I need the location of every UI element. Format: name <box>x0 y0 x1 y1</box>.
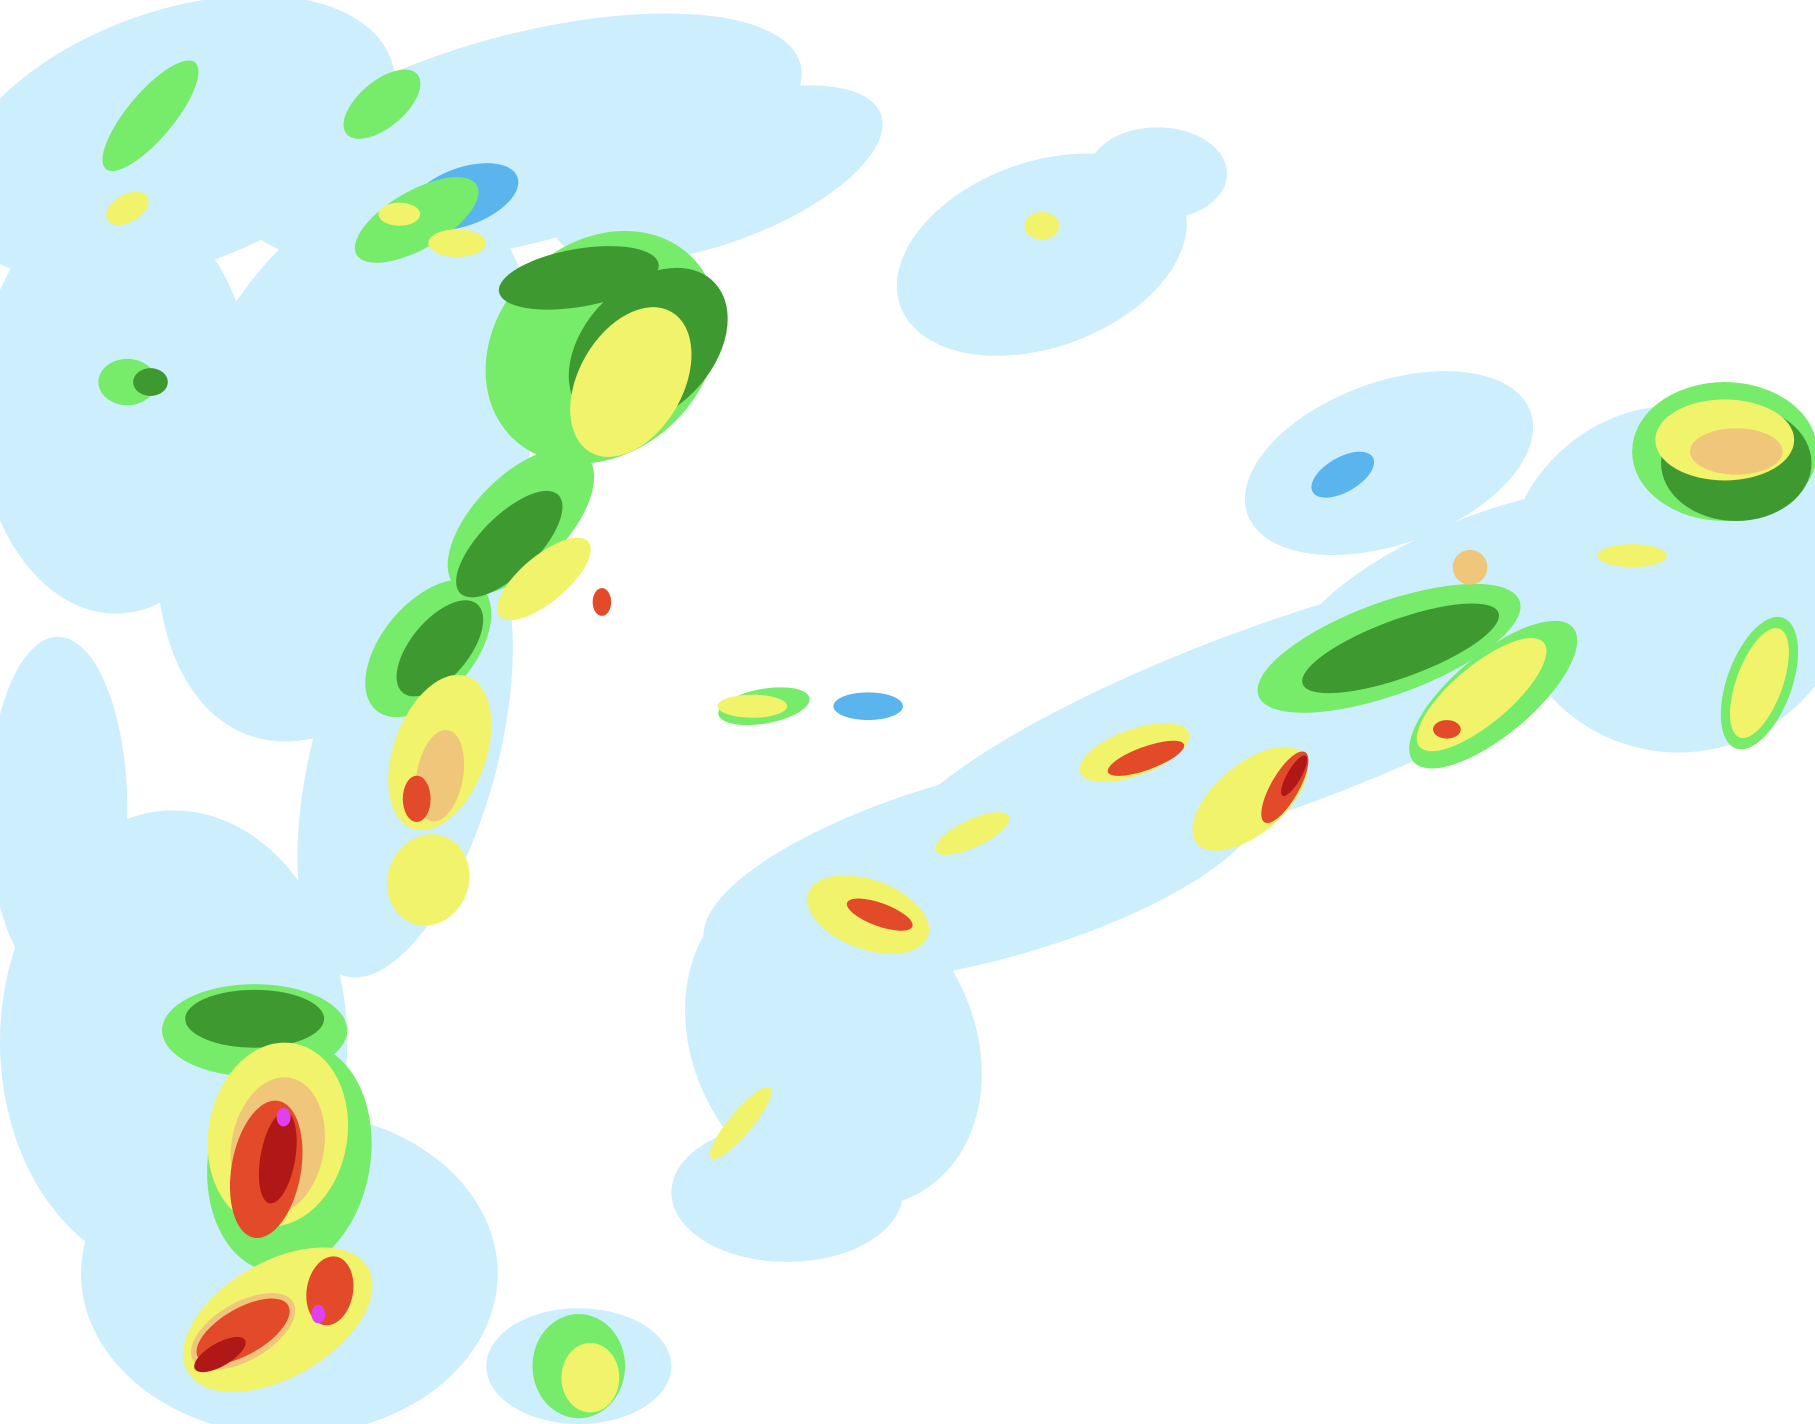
echo-area <box>497 537 591 621</box>
echo-area <box>561 1342 620 1413</box>
echo-area <box>396 600 484 697</box>
echo-area <box>456 490 563 598</box>
echo-area <box>343 69 421 139</box>
echo-area <box>1244 371 1534 556</box>
echo-area <box>592 588 612 616</box>
echo-area <box>717 694 788 718</box>
echo-area <box>1689 428 1783 475</box>
echo-area <box>1107 740 1185 776</box>
echo-area <box>378 202 421 226</box>
echo-area <box>570 307 692 457</box>
echo-area <box>106 191 149 226</box>
echo-area <box>671 1122 903 1262</box>
echo-area <box>276 1107 291 1127</box>
echo-area <box>1311 451 1375 498</box>
echo-area <box>685 876 982 1208</box>
echo-area <box>428 229 487 258</box>
echo-area <box>1088 127 1227 220</box>
echo-area <box>133 368 168 396</box>
echo-area <box>1302 603 1499 694</box>
echo-area <box>311 1304 326 1324</box>
echo-area <box>102 60 199 172</box>
echo-area <box>552 85 883 262</box>
echo-area <box>833 692 903 721</box>
echo-area <box>469 20 734 165</box>
echo-area <box>935 812 1010 855</box>
echo-area <box>709 1086 772 1160</box>
echo-area <box>194 1336 246 1373</box>
echo-area <box>1433 720 1461 739</box>
echo-area <box>1730 628 1789 739</box>
echo-area <box>846 898 913 931</box>
echo-area <box>185 989 325 1048</box>
echo-area <box>1597 544 1667 568</box>
echo-area <box>1452 549 1488 585</box>
echo-area <box>402 775 431 822</box>
echo-area <box>387 834 470 926</box>
echo-area <box>1024 211 1060 240</box>
echo-area <box>258 1112 297 1204</box>
echo-area <box>0 636 128 985</box>
echo-area <box>1281 755 1308 797</box>
